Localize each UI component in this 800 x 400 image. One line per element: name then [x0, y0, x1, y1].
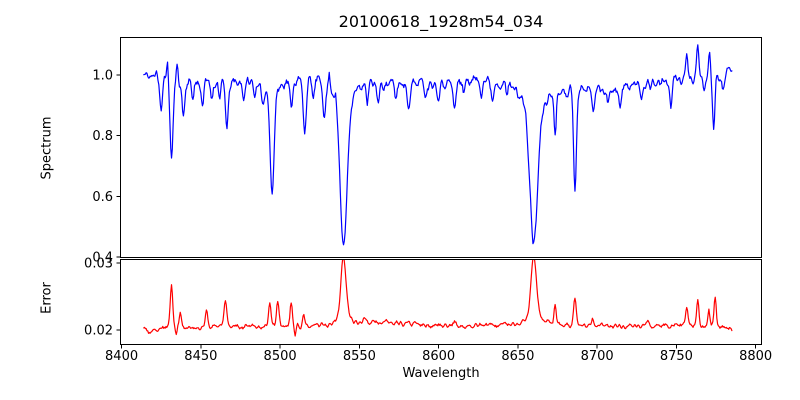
spectrum-y-tick-label: 0.8	[92, 129, 113, 144]
x-tick-label: 8700	[581, 349, 614, 364]
spectrum-y-tick-label: 0.4	[92, 251, 113, 266]
x-tick-label: 8450	[184, 349, 217, 364]
x-tick-label: 8750	[660, 349, 693, 364]
x-tick-label: 8400	[105, 349, 138, 364]
x-tick-label: 8650	[501, 349, 534, 364]
x-tick-label: 8600	[422, 349, 455, 364]
error-y-tick-label: 0.02	[84, 324, 113, 339]
x-axis-label: Wavelength	[402, 366, 480, 381]
x-tick-label: 8550	[343, 349, 376, 364]
error-y-tick-label: 0.03	[84, 257, 113, 272]
spectrum-y-tick-label: 0.6	[92, 190, 113, 205]
chart-title: 20100618_1928m54_034	[338, 12, 544, 31]
spectrum-panel-border	[120, 37, 762, 258]
error-panel-border	[120, 259, 762, 345]
spectrum-line	[143, 44, 733, 246]
x-tick-label: 8500	[264, 349, 297, 364]
error-line	[143, 259, 733, 337]
x-tick-label: 8800	[739, 349, 772, 364]
spectrum-y-tick-label: 1.0	[92, 68, 113, 83]
